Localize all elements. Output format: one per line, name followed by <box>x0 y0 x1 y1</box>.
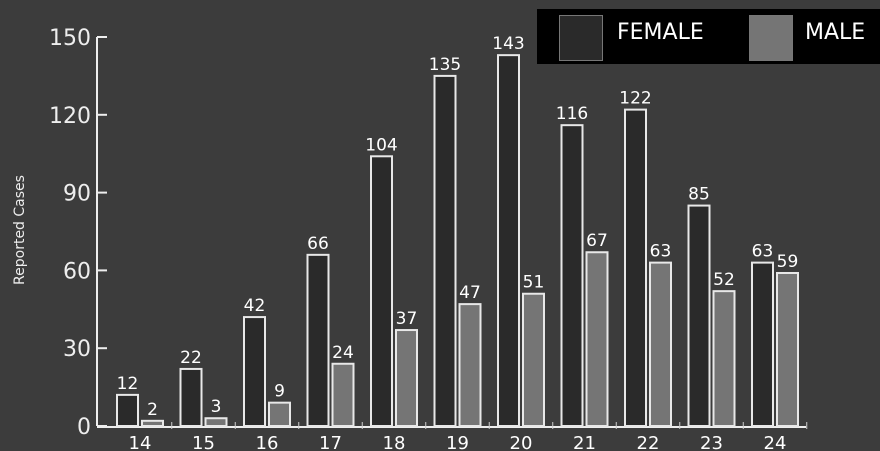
value-label-female-17: 66 <box>307 234 329 254</box>
value-label-female-18: 104 <box>365 135 397 155</box>
legend-label-female: FEMALE <box>617 20 704 45</box>
value-label-male-24: 59 <box>777 252 799 272</box>
x-tick-label-19: 19 <box>446 433 469 451</box>
value-label-female-21: 116 <box>556 104 588 124</box>
bar-female-19 <box>433 74 457 428</box>
value-label-male-16: 9 <box>274 382 285 402</box>
x-tick-label-16: 16 <box>256 433 279 451</box>
bar-female-23 <box>687 204 711 427</box>
y-tick-label: 60 <box>63 259 91 284</box>
x-tick-label-22: 22 <box>637 433 660 451</box>
bar-female-22 <box>624 108 647 427</box>
legend-swatch-male <box>749 15 793 61</box>
bar-female-21 <box>560 124 584 427</box>
y-tick-label: 30 <box>63 337 91 362</box>
bar-female-20 <box>497 54 520 428</box>
x-tick-label-18: 18 <box>383 433 406 451</box>
y-tick-label: 120 <box>49 104 91 129</box>
y-tick-label: 150 <box>49 26 91 51</box>
x-tick-label-17: 17 <box>319 433 342 451</box>
bar-male-23 <box>712 290 736 427</box>
value-label-female-23: 85 <box>688 185 710 205</box>
value-label-female-20: 143 <box>492 34 524 54</box>
value-label-male-18: 37 <box>396 309 418 329</box>
value-label-female-15: 22 <box>180 348 202 368</box>
y-axis-label: Reported Cases <box>12 175 28 285</box>
value-label-male-20: 51 <box>523 273 545 293</box>
bar-female-17 <box>306 253 330 427</box>
bar-female-24 <box>751 261 774 427</box>
value-label-female-19: 135 <box>429 55 461 75</box>
value-label-male-22: 63 <box>650 242 672 262</box>
x-tick-label-23: 23 <box>700 433 723 451</box>
x-tick-label-14: 14 <box>129 433 152 451</box>
bar-male-24 <box>776 271 799 428</box>
bar-male-15 <box>204 417 228 428</box>
x-tick-label-24: 24 <box>764 433 787 451</box>
bar-male-16 <box>268 401 291 428</box>
legend-swatch-female <box>559 15 603 61</box>
bar-male-14 <box>141 419 164 427</box>
bar-female-18 <box>370 155 393 427</box>
value-label-male-19: 47 <box>459 283 481 303</box>
legend: FEMALE MALE <box>537 9 880 64</box>
y-tick-label: 90 <box>63 182 91 207</box>
value-label-male-14: 2 <box>147 400 158 420</box>
bar-female-15 <box>179 367 203 427</box>
bar-male-19 <box>458 303 482 428</box>
bar-female-14 <box>116 393 139 428</box>
value-label-male-17: 24 <box>332 343 354 363</box>
y-tick-label: 0 <box>77 415 91 440</box>
bar-male-20 <box>522 292 545 427</box>
bar-male-21 <box>585 251 609 427</box>
bar-male-18 <box>395 329 418 427</box>
x-tick-label-15: 15 <box>192 433 215 451</box>
value-label-male-15: 3 <box>211 397 222 417</box>
legend-label-male: MALE <box>805 20 866 45</box>
value-label-female-16: 42 <box>244 296 266 316</box>
bar-male-17 <box>331 362 355 428</box>
bar-female-16 <box>243 316 266 427</box>
x-tick-label-20: 20 <box>510 433 533 451</box>
value-label-male-23: 52 <box>713 270 735 290</box>
value-label-female-22: 122 <box>619 89 651 109</box>
value-label-female-24: 63 <box>752 242 774 262</box>
bar-male-22 <box>649 261 672 427</box>
value-label-female-14: 12 <box>117 374 139 394</box>
value-label-male-21: 67 <box>586 231 608 251</box>
x-tick-label-21: 21 <box>573 433 596 451</box>
